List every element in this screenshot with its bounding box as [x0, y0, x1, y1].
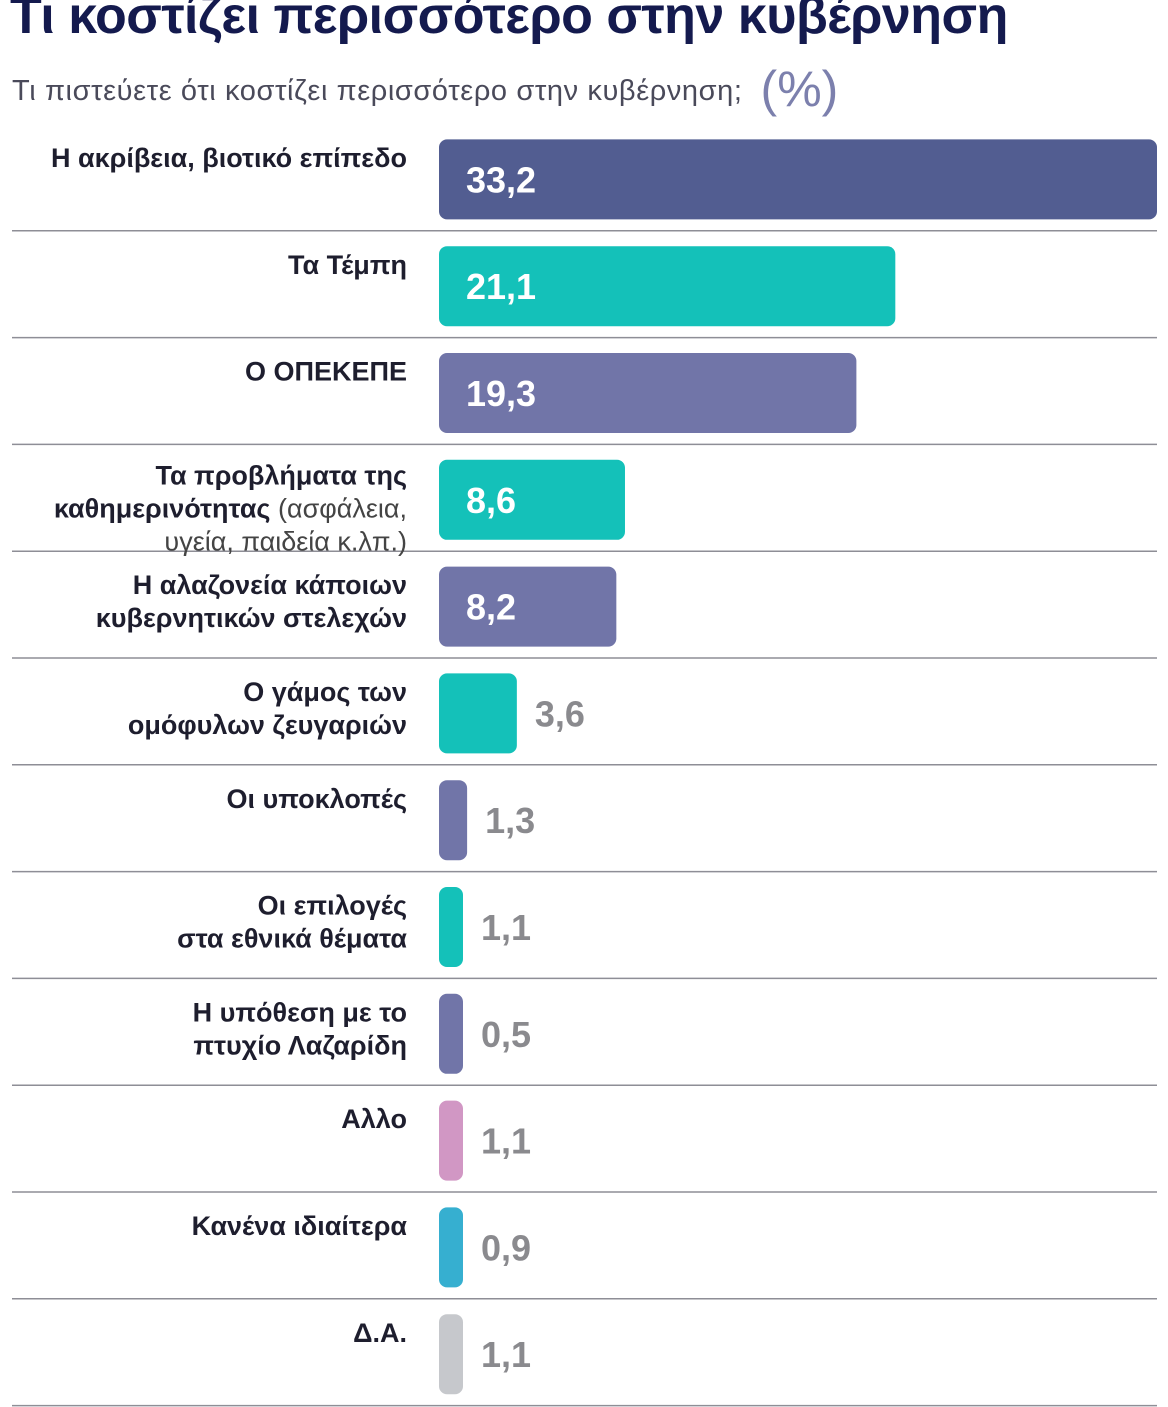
category-label: Οι επιλογές: [258, 891, 407, 921]
category-label: καθημερινότητας (ασφάλεια,: [54, 493, 407, 523]
category-label-part: Κανένα ιδιαίτερα: [192, 1211, 408, 1241]
category-label: Τα προβλήματα της: [155, 460, 407, 490]
category-label: στα εθνικά θέματα: [177, 924, 407, 954]
bar: [439, 566, 617, 647]
category-label-part: κυβερνητικών στελεχών: [96, 603, 407, 633]
value-label: 3,6: [535, 693, 585, 734]
category-label: Κανένα ιδιαίτερα: [192, 1211, 408, 1241]
value-label: 0,9: [481, 1227, 531, 1268]
category-label-part: Δ.Α.: [353, 1318, 407, 1348]
category-label: υγεία, παιδεία κ.λπ.): [164, 526, 407, 556]
category-label-part: Η υπόθεση με το: [193, 997, 407, 1027]
value-label: 0,5: [481, 1014, 531, 1055]
category-label: Η αλαζονεία κάποιων: [133, 570, 407, 600]
category-label-part: ομόφυλων ζευγαριών: [128, 710, 407, 740]
value-label: 1,3: [485, 800, 535, 841]
category-label-part: Οι επιλογές: [258, 891, 407, 921]
category-label-part: Ο ΟΠΕΚΕΠΕ: [245, 357, 407, 387]
chart-title: Τι κοστίζει περισσότερο στην κυβέρνηση: [10, 0, 1008, 45]
value-label: 1,1: [481, 907, 531, 948]
value-label: 1,1: [481, 1334, 531, 1375]
category-label-part: Οι υποκλοπές: [226, 784, 407, 814]
bar: [439, 1100, 463, 1181]
category-label: ομόφυλων ζευγαριών: [128, 710, 407, 740]
category-label: Τα Τέμπη: [288, 250, 407, 280]
bar: [439, 780, 468, 861]
value-label: 8,6: [466, 480, 516, 521]
category-label-part: Η αλαζονεία κάποιων: [133, 570, 407, 600]
value-label: 1,1: [481, 1121, 531, 1162]
bar: [439, 887, 463, 967]
category-label-part: Τα προβλήματα της: [155, 460, 407, 490]
category-label-part: πτυχίο Λαζαρίδη: [193, 1030, 407, 1060]
bar: [439, 1314, 463, 1395]
unit-label: (%): [760, 61, 839, 117]
category-label: Αλλο: [341, 1104, 407, 1134]
category-label: κυβερνητικών στελεχών: [96, 603, 407, 633]
chart-subtitle: Τι πιστεύετε ότι κοστίζει περισσότερο στ…: [12, 75, 743, 107]
category-label-part: (ασφάλεια,: [278, 493, 407, 523]
category-label: Ο ΟΠΕΚΕΠΕ: [245, 357, 407, 387]
category-label: Η υπόθεση με το: [193, 997, 407, 1027]
bar: [439, 139, 1157, 220]
category-label: Η ακρίβεια, βιοτικό επίπεδο: [51, 143, 407, 173]
category-label-part: Η ακρίβεια, βιοτικό επίπεδο: [51, 143, 407, 173]
bar: [439, 246, 896, 327]
category-label-part: Ο γάμος των: [243, 677, 407, 707]
category-label: πτυχίο Λαζαρίδη: [193, 1030, 407, 1060]
bar: [439, 673, 517, 754]
category-label-part: Τα Τέμπη: [288, 250, 407, 280]
category-label-part: στα εθνικά θέματα: [177, 924, 407, 954]
category-label: Οι υποκλοπές: [226, 784, 407, 814]
bar: [439, 353, 857, 433]
category-label-part: καθημερινότητας: [54, 493, 278, 523]
value-label: 21,1: [466, 266, 536, 307]
bar: [439, 459, 625, 540]
value-label: 19,3: [466, 373, 536, 414]
category-label-part: Αλλο: [341, 1104, 407, 1134]
bar: [439, 993, 463, 1074]
chart-subtitle-row: Τι πιστεύετε ότι κοστίζει περισσότερο στ…: [12, 54, 838, 117]
category-label-part: υγεία, παιδεία κ.λπ.): [164, 526, 407, 556]
category-label: Ο γάμος των: [243, 677, 407, 707]
value-label: 8,2: [466, 587, 516, 628]
category-label: Δ.Α.: [353, 1318, 407, 1348]
bar: [439, 1207, 463, 1288]
value-label: 33,2: [466, 159, 536, 200]
